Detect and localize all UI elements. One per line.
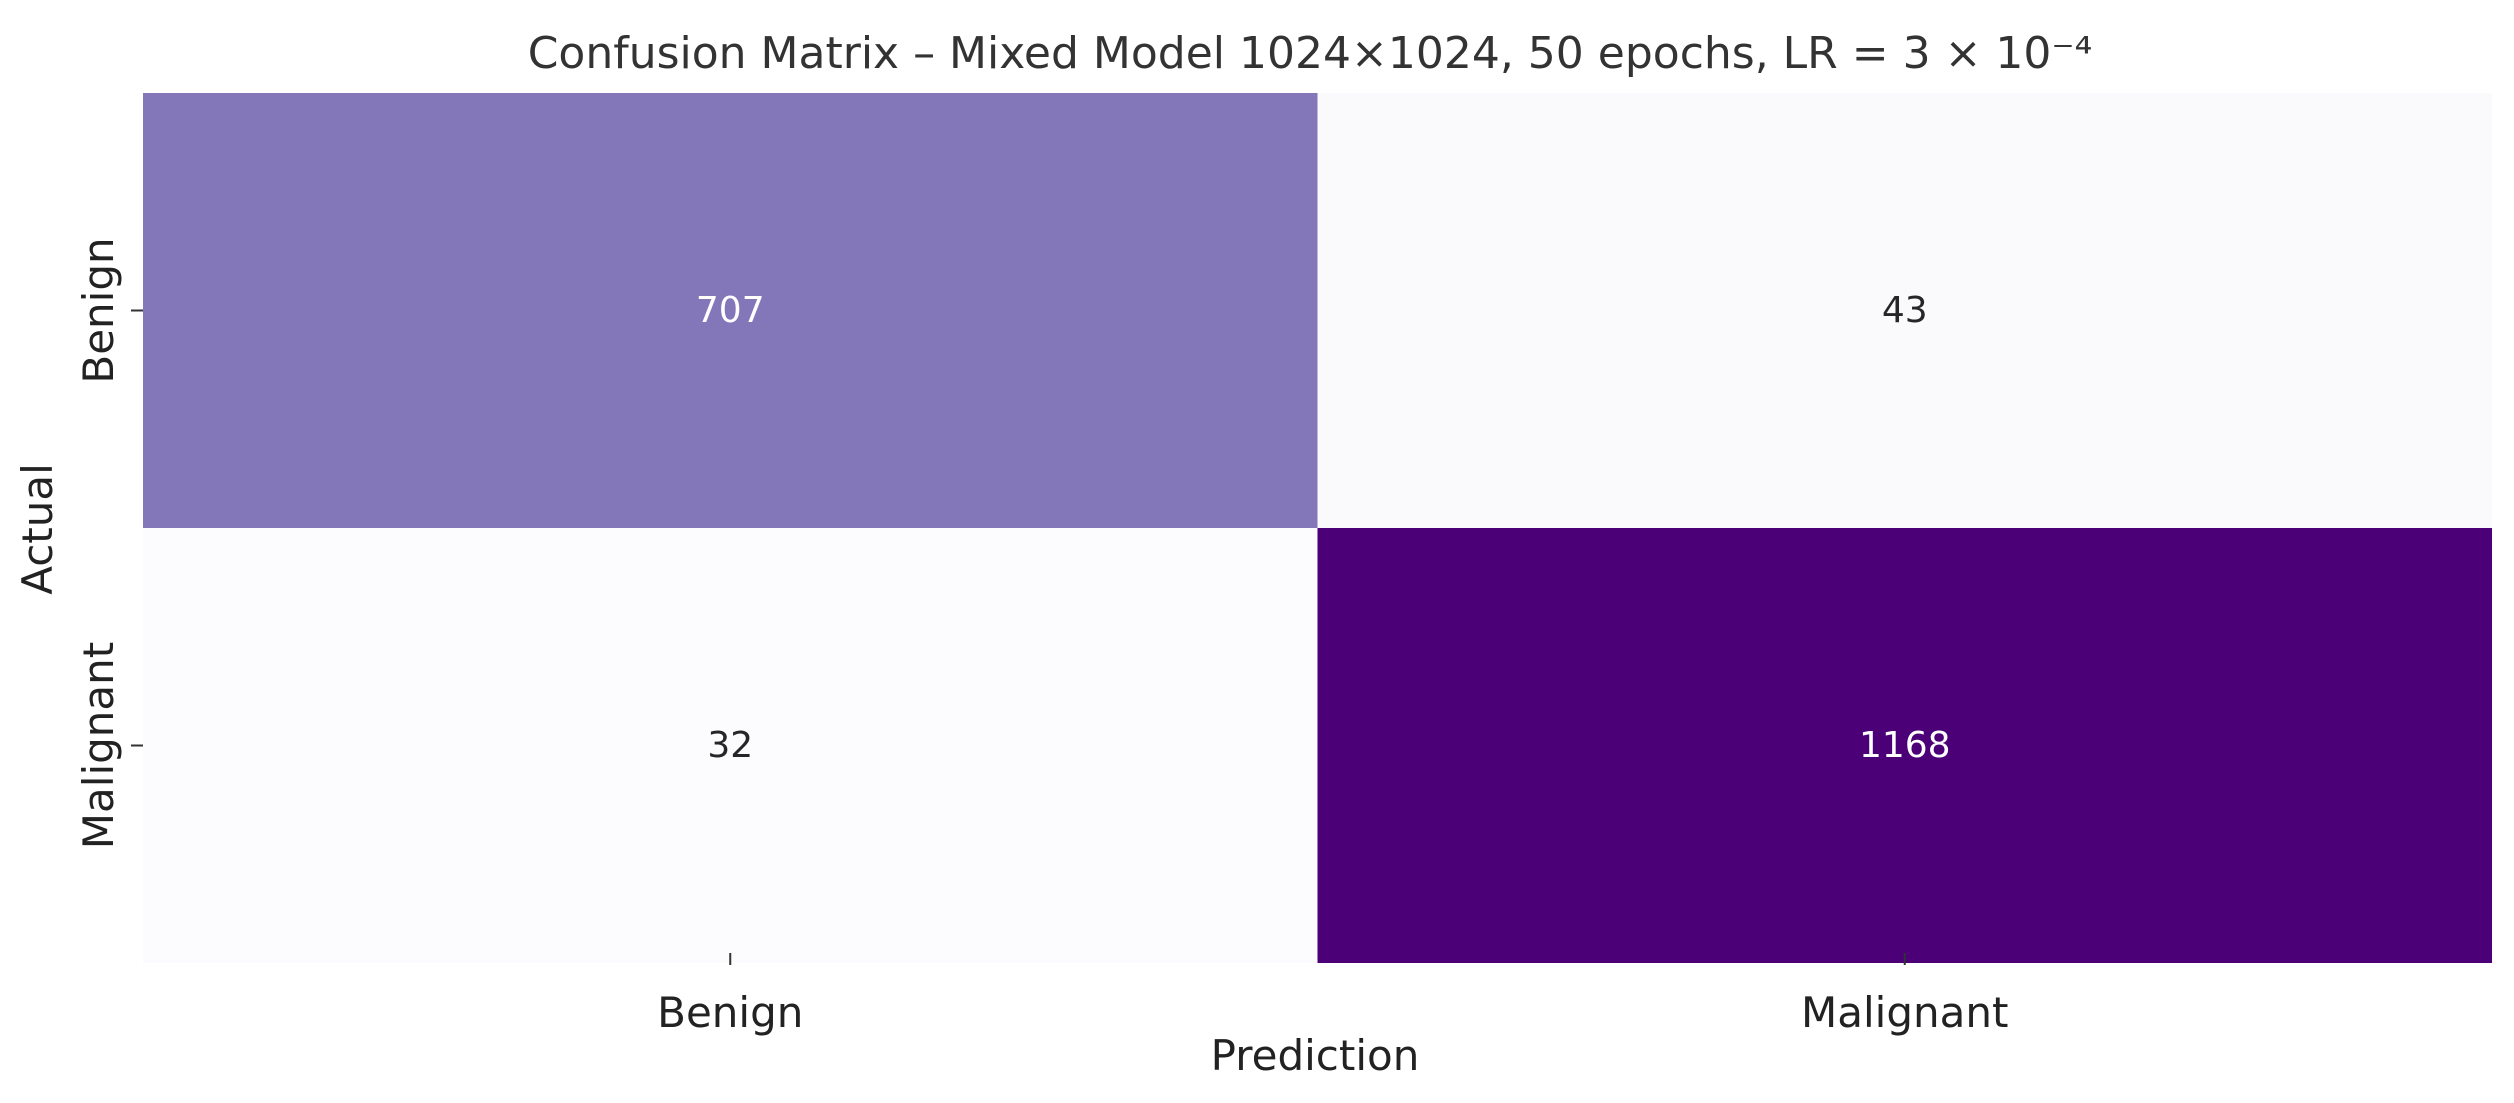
heatmap-cell-malignant-malignant	[1317, 528, 2492, 963]
heatmap-cell-benign-benign	[143, 93, 1318, 528]
heatmap-cell-benign-malignant	[1317, 93, 2492, 528]
heatmap-cell-labels: 707 43 32 1168	[696, 290, 1951, 766]
cell-value-label: 1168	[1859, 725, 1951, 766]
y-tick-label: Malignant	[74, 642, 123, 849]
heatmap-cell-malignant-benign	[143, 528, 1318, 963]
x-tick-label: Benign	[657, 988, 803, 1037]
y-axis-ticks: Benign Malignant	[74, 237, 143, 849]
heatmap-cells	[143, 93, 2492, 963]
cell-value-label: 43	[1882, 290, 1928, 331]
y-axis-label: Actual	[13, 463, 62, 595]
x-axis-label: Prediction	[1211, 1031, 1420, 1080]
cell-value-label: 32	[707, 725, 753, 766]
x-axis-ticks: Benign Malignant	[657, 953, 2008, 1037]
chart-title: Confusion Matrix – Mixed Model 1024×1024…	[528, 28, 2093, 79]
y-tick-label: Benign	[74, 237, 123, 383]
x-tick-label: Malignant	[1801, 988, 2008, 1037]
cell-value-label: 707	[696, 290, 765, 331]
